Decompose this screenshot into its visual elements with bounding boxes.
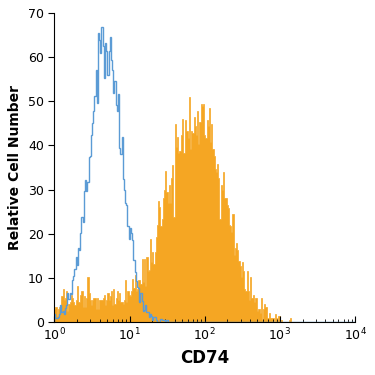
X-axis label: CD74: CD74 <box>180 349 230 367</box>
Polygon shape <box>54 97 355 322</box>
Y-axis label: Relative Cell Number: Relative Cell Number <box>8 85 22 250</box>
